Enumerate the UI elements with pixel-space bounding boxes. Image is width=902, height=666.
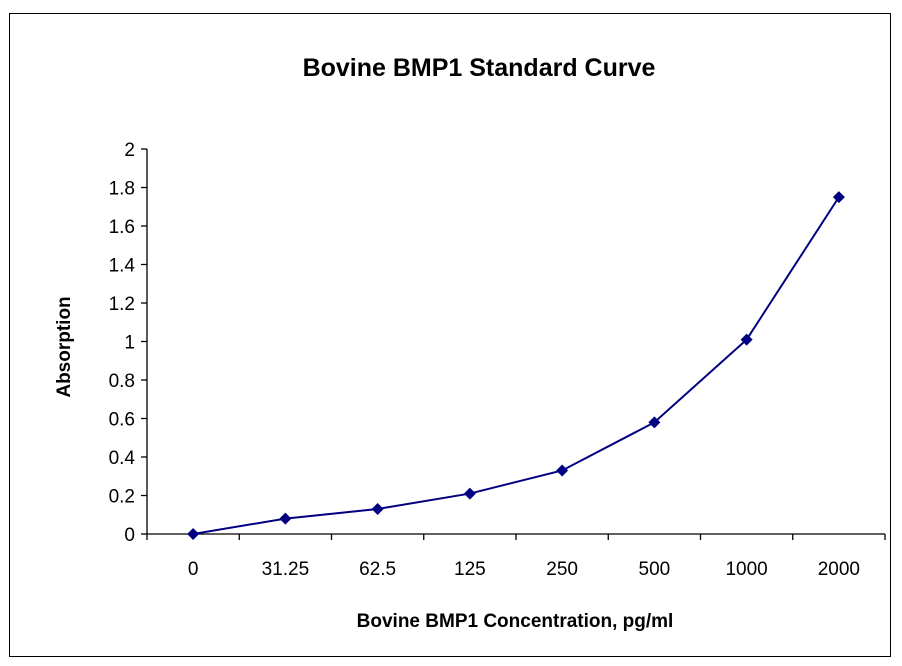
x-tick-label: 62.5	[359, 559, 396, 580]
series-line	[192, 196, 840, 535]
data-point-marker	[463, 487, 476, 500]
data-point-marker	[832, 191, 845, 204]
x-axis-label: Bovine BMP1 Concentration, pg/ml	[357, 611, 674, 632]
y-tick-label: 1	[124, 333, 135, 354]
y-tick-label: 0.6	[109, 410, 135, 431]
y-axis-label: Absorption	[54, 296, 75, 397]
x-tick-label: 31.25	[262, 559, 310, 580]
y-ticks: 0 0.2 0.4 0.6 0.8 1 1.2 1.4 1.6 1.8 2	[109, 140, 147, 546]
data-point-marker	[556, 464, 569, 477]
data-point-marker	[371, 502, 384, 515]
y-tick-label: 1.8	[109, 179, 135, 200]
y-tick-label: 0.2	[109, 487, 135, 508]
x-tick-label: 0	[188, 559, 199, 580]
chart-frame	[9, 13, 891, 657]
data-point-marker	[648, 416, 661, 429]
x-tick-label: 1000	[725, 559, 767, 580]
x-tick-label: 250	[546, 559, 578, 580]
x-tick-label: 2000	[818, 559, 860, 580]
y-tick-label: 0	[124, 525, 135, 546]
chart-title: Bovine BMP1 Standard Curve	[303, 54, 656, 82]
x-tick-label: 125	[454, 559, 486, 580]
y-tick-label: 1.2	[109, 294, 135, 315]
x-ticks: 0 31.25 62.5 125 250 500 1000 2000	[146, 534, 886, 580]
y-tick-label: 0.4	[109, 448, 136, 469]
y-tick-label: 0.8	[109, 371, 135, 392]
data-point-marker	[740, 333, 753, 346]
data-point-marker	[279, 512, 292, 525]
data-point-marker	[187, 528, 200, 540]
y-tick-label: 2	[124, 140, 135, 161]
y-tick-label: 1.6	[109, 217, 135, 238]
x-tick-label: 500	[639, 559, 671, 580]
series-group	[187, 191, 845, 540]
y-tick-label: 1.4	[109, 256, 136, 277]
